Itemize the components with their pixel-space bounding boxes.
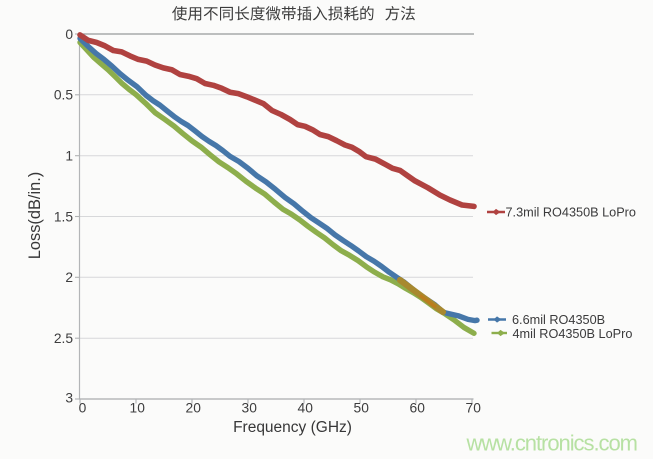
svg-text:30: 30 xyxy=(242,401,258,416)
svg-text:www.cntronics.com: www.cntronics.com xyxy=(466,431,637,456)
svg-text:Frequency (GHz): Frequency (GHz) xyxy=(233,419,352,436)
svg-text:2: 2 xyxy=(65,270,73,285)
svg-text:Loss(dB/in.): Loss(dB/in.) xyxy=(26,172,44,259)
svg-text:70: 70 xyxy=(466,401,482,416)
svg-text:20: 20 xyxy=(186,401,202,416)
svg-text:4mil RO4350B LoPro: 4mil RO4350B LoPro xyxy=(513,327,633,341)
svg-text:7.3mil RO4350B LoPro: 7.3mil RO4350B LoPro xyxy=(506,205,636,219)
svg-text:60: 60 xyxy=(410,401,426,416)
svg-text:0: 0 xyxy=(79,401,87,416)
svg-text:3: 3 xyxy=(65,390,73,405)
svg-text:50: 50 xyxy=(354,401,370,416)
svg-text:1: 1 xyxy=(65,149,73,164)
svg-text:40: 40 xyxy=(298,401,314,416)
svg-text:6.6mil RO4350B: 6.6mil RO4350B xyxy=(512,313,605,327)
svg-text:1.5: 1.5 xyxy=(54,209,74,224)
svg-text:0.5: 0.5 xyxy=(54,88,74,103)
svg-text:10: 10 xyxy=(130,401,146,416)
svg-text:2.5: 2.5 xyxy=(54,331,74,346)
svg-text:0: 0 xyxy=(65,27,73,42)
